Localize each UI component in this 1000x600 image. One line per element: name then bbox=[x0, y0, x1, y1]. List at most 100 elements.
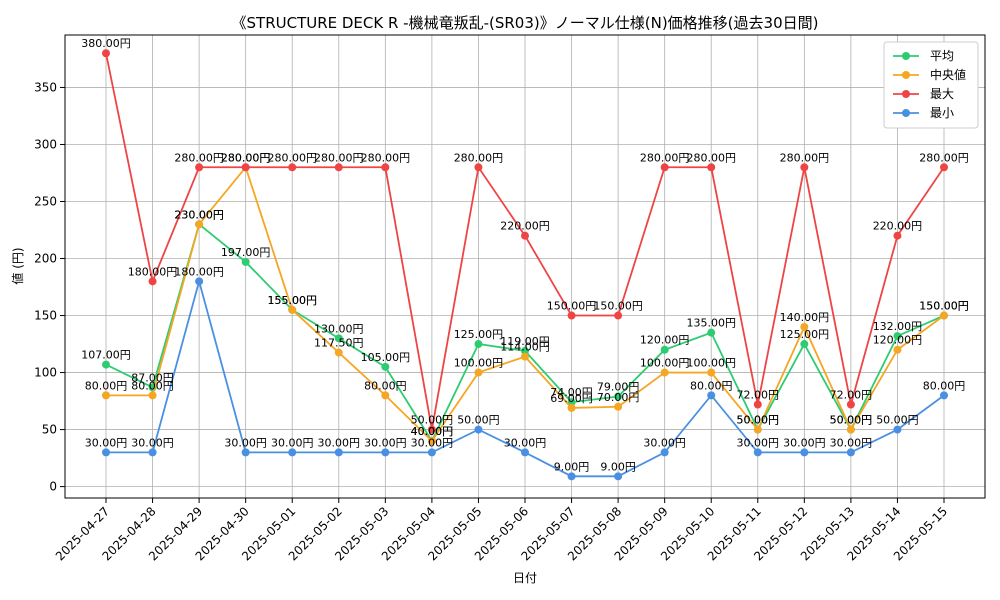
data-point bbox=[521, 352, 529, 361]
data-label: 150.00円 bbox=[547, 300, 597, 313]
data-point bbox=[241, 257, 250, 266]
data-point bbox=[753, 425, 762, 434]
data-label: 107.00円 bbox=[81, 349, 131, 362]
data-point bbox=[846, 425, 855, 434]
data-point bbox=[614, 392, 623, 401]
chart-title: 《STRUCTURE DECK R -機械竜叛乱-(SR03)》ノーマル仕様(N… bbox=[232, 14, 819, 32]
data-label: 30.00円 bbox=[830, 436, 873, 449]
data-label: 30.00円 bbox=[131, 436, 174, 449]
data-label: 280.00円 bbox=[221, 151, 271, 164]
data-point bbox=[800, 322, 809, 331]
data-point bbox=[427, 425, 436, 434]
data-label: 30.00円 bbox=[271, 436, 314, 449]
data-label: 120.00円 bbox=[640, 334, 690, 347]
data-point bbox=[893, 231, 902, 240]
data-label: 280.00円 bbox=[686, 151, 736, 164]
data-point bbox=[567, 398, 576, 407]
data-point bbox=[660, 448, 669, 457]
data-label: 180.00円 bbox=[128, 265, 178, 278]
data-label: 100.00円 bbox=[454, 357, 504, 370]
y-axis-label: 値 (円) bbox=[10, 247, 25, 284]
data-point bbox=[521, 231, 529, 240]
data-point bbox=[800, 163, 809, 172]
legend-label: 中央値 bbox=[930, 67, 966, 82]
data-label: 30.00円 bbox=[224, 436, 267, 449]
data-point bbox=[195, 220, 204, 229]
data-label: 30.00円 bbox=[643, 436, 686, 449]
data-label: 230.00円 bbox=[174, 208, 224, 221]
data-point bbox=[195, 277, 204, 286]
data-point bbox=[614, 472, 623, 481]
data-label: 150.00円 bbox=[919, 300, 969, 313]
data-point bbox=[660, 368, 669, 377]
data-point bbox=[474, 340, 483, 349]
data-label: 100.00円 bbox=[640, 357, 690, 370]
data-label: 280.00円 bbox=[314, 151, 364, 164]
y-tick-label: 300 bbox=[34, 137, 57, 151]
data-label: 130.00円 bbox=[314, 322, 364, 335]
data-label: 197.00円 bbox=[221, 246, 271, 259]
data-point bbox=[288, 163, 297, 172]
data-point bbox=[614, 311, 623, 320]
data-point bbox=[102, 360, 110, 369]
data-label: 114.00円 bbox=[500, 341, 550, 354]
data-point bbox=[102, 448, 110, 457]
data-label: 87.00円 bbox=[131, 371, 174, 384]
data-point bbox=[288, 305, 297, 314]
data-label: 280.00円 bbox=[454, 151, 504, 164]
series-layer bbox=[102, 49, 948, 481]
legend-box bbox=[883, 41, 979, 129]
data-point bbox=[893, 332, 902, 341]
data-point bbox=[381, 362, 390, 371]
data-point bbox=[334, 348, 343, 357]
data-label: 140.00円 bbox=[780, 311, 830, 324]
y-tick-label: 350 bbox=[34, 80, 57, 94]
data-label: 72.00円 bbox=[737, 388, 780, 401]
data-label: 30.00円 bbox=[85, 436, 128, 449]
data-point bbox=[707, 163, 716, 172]
data-point bbox=[148, 277, 157, 286]
legend-label: 最小 bbox=[930, 106, 954, 120]
data-label: 50.00円 bbox=[830, 414, 873, 427]
data-point bbox=[148, 448, 157, 457]
y-tick-label: 50 bbox=[42, 423, 57, 437]
data-point bbox=[660, 163, 669, 172]
data-label: 40.00円 bbox=[411, 425, 454, 438]
data-label: 9.00円 bbox=[600, 460, 636, 473]
data-label: 74.00円 bbox=[550, 386, 593, 399]
x-axis-label: 日付 bbox=[513, 571, 537, 585]
data-point bbox=[521, 346, 529, 355]
data-label: 230.00円 bbox=[174, 208, 224, 221]
data-point bbox=[753, 400, 762, 409]
data-label: 280.00円 bbox=[174, 151, 224, 164]
data-label: 280.00円 bbox=[640, 151, 690, 164]
data-point bbox=[381, 391, 390, 400]
data-point bbox=[148, 391, 157, 400]
y-tick-label: 250 bbox=[34, 194, 57, 208]
data-point bbox=[753, 448, 762, 457]
data-point bbox=[893, 425, 902, 434]
data-label: 50.00円 bbox=[876, 414, 919, 427]
data-label: 30.00円 bbox=[783, 436, 826, 449]
data-label: 380.00円 bbox=[81, 37, 131, 50]
data-point bbox=[940, 391, 948, 400]
data-point bbox=[474, 368, 483, 377]
data-point bbox=[334, 448, 343, 457]
data-point bbox=[195, 163, 204, 172]
data-point bbox=[474, 425, 483, 434]
data-label: 70.00円 bbox=[597, 391, 640, 404]
data-point bbox=[800, 340, 809, 349]
data-label: 117.50円 bbox=[314, 337, 364, 350]
data-label: 30.00円 bbox=[411, 436, 454, 449]
x-ticks: 2025-04-272025-04-282025-04-292025-04-30… bbox=[53, 498, 950, 563]
data-label: 280.00円 bbox=[780, 151, 830, 164]
data-label: 30.00円 bbox=[504, 436, 547, 449]
data-label: 119.00円 bbox=[500, 335, 550, 348]
data-label: 50.00円 bbox=[411, 414, 454, 427]
data-label: 125.00円 bbox=[780, 328, 830, 341]
data-label: 150.00円 bbox=[593, 300, 643, 313]
data-label: 30.00円 bbox=[318, 436, 361, 449]
